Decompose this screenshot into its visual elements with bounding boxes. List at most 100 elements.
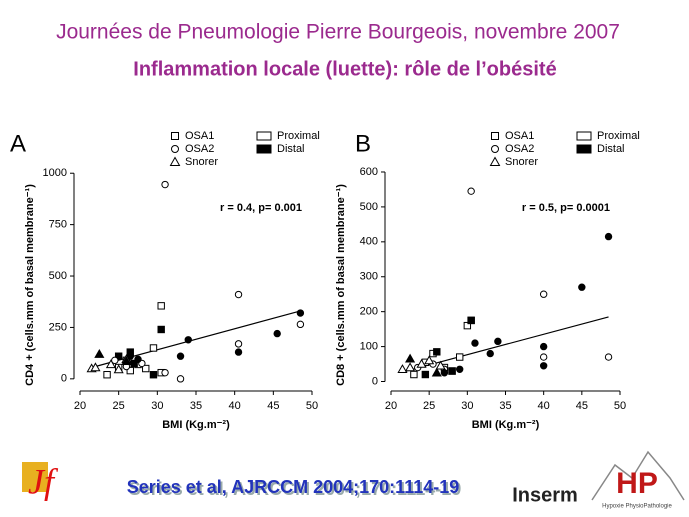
data-point (604, 353, 613, 361)
data-point (157, 302, 165, 310)
logo-inserm: Inserm (512, 484, 578, 506)
data-point (467, 187, 475, 195)
data-point (113, 364, 124, 374)
x-tick-label: 50 (306, 400, 318, 412)
x-tick-label: 30 (151, 400, 163, 412)
y-tick-label: 0 (61, 373, 67, 385)
data-point (494, 337, 502, 346)
data-point (440, 369, 449, 377)
x-tick-label: 20 (385, 400, 397, 412)
x-axis-label: BMI (Kg.m⁻²) (162, 419, 230, 431)
legend-swatch (576, 144, 592, 154)
x-tick-label: 45 (267, 400, 279, 412)
data-point (157, 325, 165, 334)
y-tick-label: 1000 (43, 167, 67, 179)
trend-line (406, 316, 609, 372)
data-point (130, 359, 138, 368)
data-point (578, 283, 586, 291)
logo-hp-caption: Hypoxie PhysioPathologie (602, 504, 672, 510)
legend-marker (171, 132, 179, 140)
data-point (421, 370, 430, 379)
data-point (431, 367, 442, 377)
legend-marker (169, 156, 181, 166)
logo-jf: Jf (28, 461, 59, 501)
data-point (296, 309, 305, 317)
data-point (397, 364, 408, 373)
data-point (273, 329, 281, 338)
y-axis-label: CD8 + (cells.mm of basal membrane⁻¹) (335, 184, 347, 386)
x-tick-label: 35 (190, 400, 202, 412)
y-tick-label: 300 (360, 271, 378, 283)
legend-swatch (256, 144, 272, 154)
data-point (234, 290, 243, 299)
data-point (111, 356, 119, 365)
legend-label: OSA1 (505, 130, 534, 142)
y-tick-label: 200 (360, 306, 378, 318)
legend-label: Distal (597, 143, 625, 155)
data-point (539, 362, 548, 370)
legend-label: Proximal (597, 130, 640, 142)
legend-marker (489, 156, 501, 166)
x-tick-label: 25 (113, 400, 125, 412)
data-point (90, 362, 101, 372)
slide-subtitle: Inflammation locale (luette): rôle de l’… (133, 58, 556, 80)
legend-label: Snorer (185, 156, 218, 168)
x-tick-label: 40 (538, 400, 550, 412)
data-point (410, 370, 418, 379)
data-point (176, 352, 185, 360)
y-tick-label: 0 (372, 375, 378, 387)
x-tick-label: 20 (74, 400, 86, 412)
data-point (134, 355, 142, 363)
slide-title: Journées de Pneumologie Pierre Bourgeois… (56, 21, 620, 44)
data-point (176, 375, 185, 383)
legend-label: OSA2 (185, 143, 214, 155)
data-point (234, 340, 243, 348)
data-point (94, 348, 105, 358)
data-point (105, 359, 116, 369)
x-axis-label: BMI (Kg.m⁻²) (472, 419, 540, 431)
data-point (405, 362, 416, 372)
data-point (424, 355, 435, 365)
data-point (539, 353, 548, 361)
x-tick-label: 35 (499, 400, 511, 412)
logo-hp: HP (616, 467, 658, 500)
data-point (161, 368, 169, 377)
data-point (184, 336, 192, 344)
x-tick-label: 25 (423, 400, 435, 412)
legend-label: Snorer (505, 156, 538, 168)
annotation: r = 0.5, p= 0.0001 (522, 202, 610, 214)
x-tick-label: 45 (576, 400, 588, 412)
citation: Series et al, AJRCCM 2004;170:1114-19 (127, 477, 460, 497)
data-point (471, 339, 479, 347)
y-tick-label: 100 (360, 340, 378, 352)
data-point (539, 342, 548, 351)
data-point (456, 353, 464, 361)
data-point (405, 353, 416, 363)
data-point (103, 371, 111, 379)
legend-label: Proximal (277, 130, 320, 142)
data-point (234, 348, 243, 356)
data-point (456, 365, 464, 373)
y-tick-label: 750 (49, 219, 67, 231)
legend-marker (171, 145, 179, 153)
panel-label: B (355, 130, 371, 157)
y-tick-label: 600 (360, 166, 378, 178)
x-tick-label: 40 (229, 400, 241, 412)
legend-swatch (256, 131, 272, 141)
data-point (149, 344, 158, 352)
legend-label: OSA1 (185, 130, 214, 142)
legend-marker (491, 145, 499, 153)
data-point (433, 348, 441, 356)
y-tick-label: 400 (360, 236, 378, 248)
data-point (539, 290, 548, 298)
panel-label: A (10, 130, 26, 157)
citation-shadow: Series et al, AJRCCM 2004;170:1114-19 (129, 479, 462, 499)
data-point (121, 356, 132, 366)
data-point (149, 371, 158, 379)
data-point (435, 360, 446, 370)
data-point (467, 316, 475, 325)
data-point (416, 358, 427, 368)
y-tick-label: 500 (49, 270, 67, 282)
